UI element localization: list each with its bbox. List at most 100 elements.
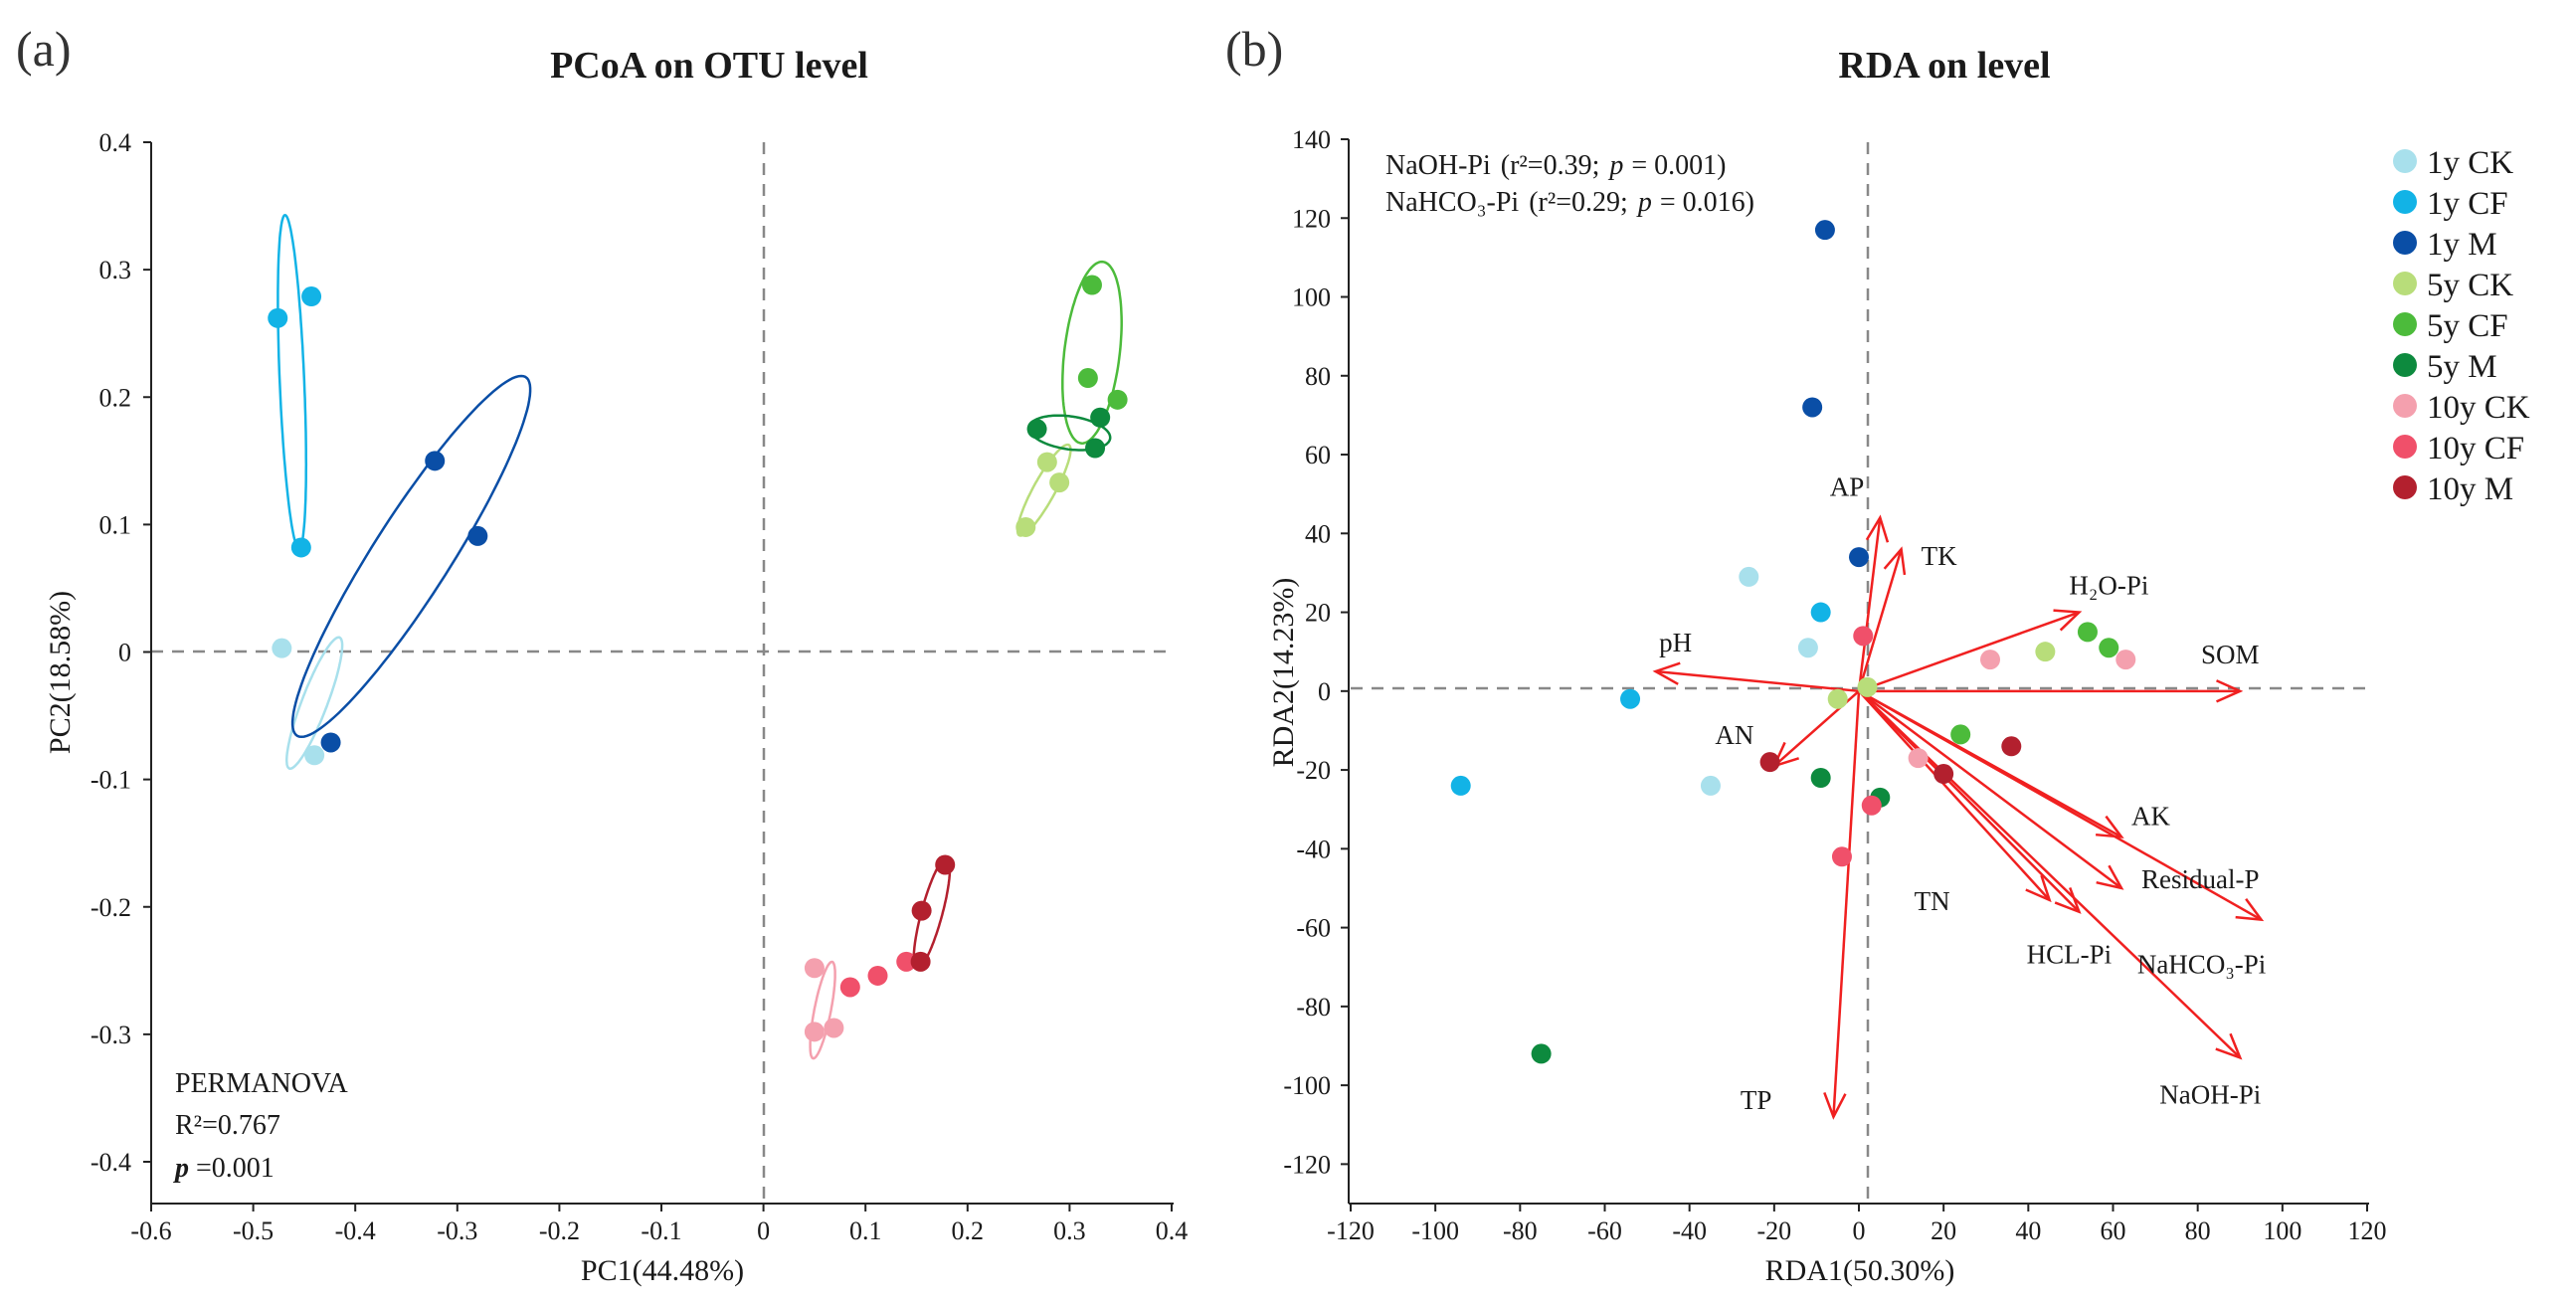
rda-arrow-label: H₂O-Pi — [2069, 571, 2148, 601]
rda-arrow-label: pH — [1659, 628, 1692, 657]
permanova-p: p =0.001 — [173, 1153, 275, 1184]
rda-ann1-stats: (r²=0.39; — [1501, 150, 1600, 181]
panel-a-x-label: PC1(44.48%) — [581, 1254, 744, 1287]
data-point — [467, 525, 488, 546]
rda-arrow-label: Residual-P — [2141, 864, 2260, 894]
panel-b-y-tick-label: -40 — [1296, 835, 1331, 863]
data-point — [1802, 397, 1823, 418]
legend-marker — [2393, 149, 2417, 173]
panel-b-y-tick-label: -80 — [1296, 993, 1331, 1022]
data-point — [1739, 566, 1759, 587]
data-point — [1849, 547, 1869, 568]
panel-a-y-tick-label: 0 — [118, 639, 131, 667]
rda-arrow — [1858, 611, 2080, 692]
confidence-ellipse — [1061, 260, 1123, 445]
legend-label: 5y M — [2427, 349, 2497, 385]
panel-a-title: PCoA on OTU level — [550, 45, 868, 87]
legend: 1y CK 1y CF 1y M 5y CK 5y CF 5y M 10y CK 10y CF… — [2393, 145, 2530, 507]
data-point — [1081, 275, 1102, 295]
rda-arrow-head — [2096, 815, 2124, 838]
rda-ann2-val: = 0.016) — [1660, 187, 1754, 218]
permanova-p-symbol: p — [173, 1153, 189, 1184]
panel-b-x-tick-label: -40 — [1672, 1216, 1707, 1245]
legend-label: 10y CF — [2427, 431, 2524, 466]
panel-b-label: (b) — [1225, 21, 1283, 77]
panel-b-y-tick-label: -120 — [1283, 1150, 1331, 1179]
data-point — [1450, 775, 1471, 796]
panel-b-x-tick-label: -80 — [1503, 1216, 1538, 1245]
data-point — [1620, 688, 1641, 709]
data-point — [935, 854, 956, 875]
rda-arrow-label: AP — [1830, 471, 1865, 501]
panel-b: (b) RDA on level -120 -100 -80 -60 -40 -20 0 20… — [1225, 21, 2387, 1287]
rda-annotation: NaOH-Pi (r²=0.39; p = 0.001) NaHCO₃-Pi (r²=0… — [1385, 150, 1754, 218]
rda-annotation-line2: NaHCO₃-Pi (r²=0.29; p = 0.016) — [1385, 187, 1754, 218]
panel-b-points — [1450, 220, 2136, 1064]
rda-arrow — [1655, 669, 1860, 693]
rda-ann2-stats: (r²=0.29; — [1529, 187, 1628, 218]
permanova-p-value: =0.001 — [189, 1153, 275, 1184]
panel-b-x-tick-label: 60 — [2101, 1216, 2126, 1245]
panel-a-y-tick-label: -0.4 — [91, 1148, 131, 1177]
data-point — [1908, 748, 1929, 769]
data-point — [1531, 1043, 1552, 1064]
rda-arrow-head — [2216, 679, 2244, 703]
data-point — [2077, 622, 2098, 643]
data-point — [1026, 419, 1047, 440]
panel-a-x-tick-label: -0.3 — [437, 1216, 477, 1245]
rda-ann2-name: NaHCO₃-Pi — [1385, 187, 1519, 218]
data-point — [824, 1018, 844, 1038]
panel-a-x-tick-label: 0.1 — [849, 1216, 882, 1245]
panel-b-title: RDA on level — [1838, 45, 2050, 87]
legend-marker — [2393, 312, 2417, 336]
legend-label: 5y CF — [2427, 308, 2508, 344]
legend-marker — [2393, 435, 2417, 459]
panel-b-x-label: RDA1(50.30%) — [1765, 1254, 1955, 1287]
data-point — [1827, 688, 1848, 709]
confidence-ellipse — [290, 374, 532, 739]
data-point — [1980, 650, 2001, 670]
panel-b-x-tick-label: -20 — [1756, 1216, 1791, 1245]
panel-b-x-tick-label: 40 — [2015, 1216, 2041, 1245]
panel-b-y-tick-label: 20 — [1305, 599, 1331, 628]
rda-arrows — [1652, 514, 2265, 1120]
panel-a-x-tick-label: 0.4 — [1156, 1216, 1189, 1245]
panel-a-x-tick-label: -0.6 — [130, 1216, 171, 1245]
rda-arrow-head — [2235, 897, 2265, 922]
panel-b-x-tick-label: -100 — [1411, 1216, 1459, 1245]
panel-a-x-tick-label: -0.2 — [539, 1216, 580, 1245]
data-point — [320, 732, 341, 753]
data-point — [804, 958, 825, 979]
panel-a-label: (a) — [16, 21, 72, 77]
rda-arrow-labels: AP TK H₂O-Pi SOM pH AN AK Residual-P NaHCO₃-Pi TN… — [1659, 471, 2266, 1114]
confidence-ellipse — [809, 960, 836, 1060]
legend-marker — [2393, 272, 2417, 295]
permanova-title: PERMANOVA — [175, 1068, 349, 1099]
data-point — [1861, 795, 1882, 816]
rda-arrow-head — [1883, 546, 1907, 576]
rda-arrow-label: NaOH-Pi — [2159, 1079, 2261, 1109]
data-point — [1085, 438, 1106, 459]
data-point — [1933, 764, 1954, 785]
rda-arrow — [1858, 689, 2122, 889]
data-point — [839, 977, 860, 998]
legend-label: 1y M — [2427, 227, 2497, 263]
panel-b-y-tick-label: 100 — [1292, 283, 1331, 312]
legend-marker — [2393, 394, 2417, 418]
rda-arrow — [1857, 548, 1903, 692]
rda-ann1-p: p — [1607, 150, 1623, 181]
rda-arrow-head — [1823, 1092, 1847, 1120]
panel-a-y-ticks: -0.4 -0.3 -0.2 -0.1 0 0.1 0.2 0.3 0.4 — [91, 128, 151, 1177]
data-point — [425, 451, 446, 471]
data-point — [1049, 472, 1070, 493]
legend-marker — [2393, 190, 2417, 214]
data-point — [2099, 638, 2119, 658]
data-point — [2035, 642, 2056, 662]
panel-b-y-ticks: -120 -100 -80 -60 -40 -20 0 20 40 60 80 100 120 140 — [1283, 125, 1349, 1179]
rda-annotation-line1: NaOH-Pi (r²=0.39; p = 0.001) — [1385, 150, 1727, 181]
data-point — [290, 537, 311, 558]
panel-a-x-tick-label: 0 — [757, 1216, 770, 1245]
legend-label: 1y CK — [2427, 145, 2513, 181]
data-point — [1797, 638, 1818, 658]
